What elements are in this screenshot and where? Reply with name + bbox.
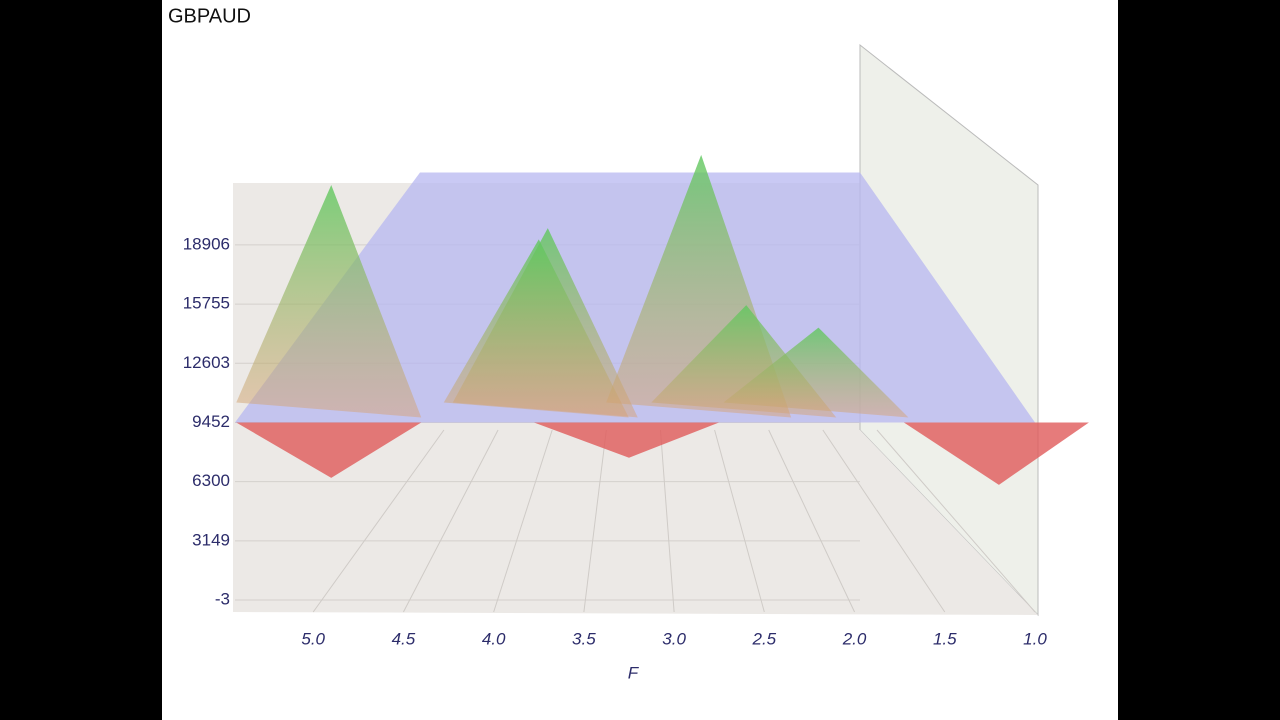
grid-line bbox=[402, 429, 499, 613]
floor bbox=[233, 430, 1038, 615]
y-tick-label: -3 bbox=[215, 589, 230, 608]
surface-dip bbox=[903, 422, 1089, 485]
y-tick-label: 15755 bbox=[183, 294, 230, 313]
y-tick-label: 6300 bbox=[192, 471, 230, 490]
grid-line bbox=[714, 429, 765, 613]
grid-line bbox=[768, 429, 856, 613]
chart-title: GBPAUD bbox=[168, 5, 251, 27]
x-tick-label: 5.0 bbox=[301, 629, 325, 648]
x-tick-label: 2.0 bbox=[842, 629, 867, 648]
grid-line bbox=[583, 429, 607, 613]
y-tick-label: 3149 bbox=[192, 530, 230, 549]
surface-dip bbox=[236, 422, 422, 478]
y-tick-label: 9452 bbox=[192, 412, 230, 431]
grid-line bbox=[312, 429, 445, 613]
surface-dip bbox=[533, 422, 719, 458]
surface-peak bbox=[443, 239, 629, 418]
surface-peak bbox=[236, 184, 422, 418]
y-tick-label: 12603 bbox=[183, 353, 230, 372]
plot: -3 3149 6300 9452 12603 15755 18906 5.0 4.5 4.0 3.… bbox=[183, 154, 1089, 648]
grid-line bbox=[659, 429, 675, 613]
x-tick-label: 3.5 bbox=[572, 629, 596, 648]
x-tick-label: 4.5 bbox=[392, 629, 416, 648]
y-tick-label: 18906 bbox=[183, 234, 230, 253]
grid-line bbox=[876, 429, 1036, 613]
x-tick-label: 1.0 bbox=[1023, 629, 1047, 648]
surface-peak bbox=[723, 327, 909, 418]
x-axis-label: F bbox=[628, 663, 640, 682]
x-tick-label: 1.5 bbox=[933, 629, 957, 648]
x-tick-label: 4.0 bbox=[482, 629, 506, 648]
x-tick-label: 3.0 bbox=[662, 629, 686, 648]
grid-line bbox=[493, 429, 553, 613]
grid-line bbox=[822, 429, 946, 613]
x-tick-label: 2.5 bbox=[752, 629, 777, 648]
